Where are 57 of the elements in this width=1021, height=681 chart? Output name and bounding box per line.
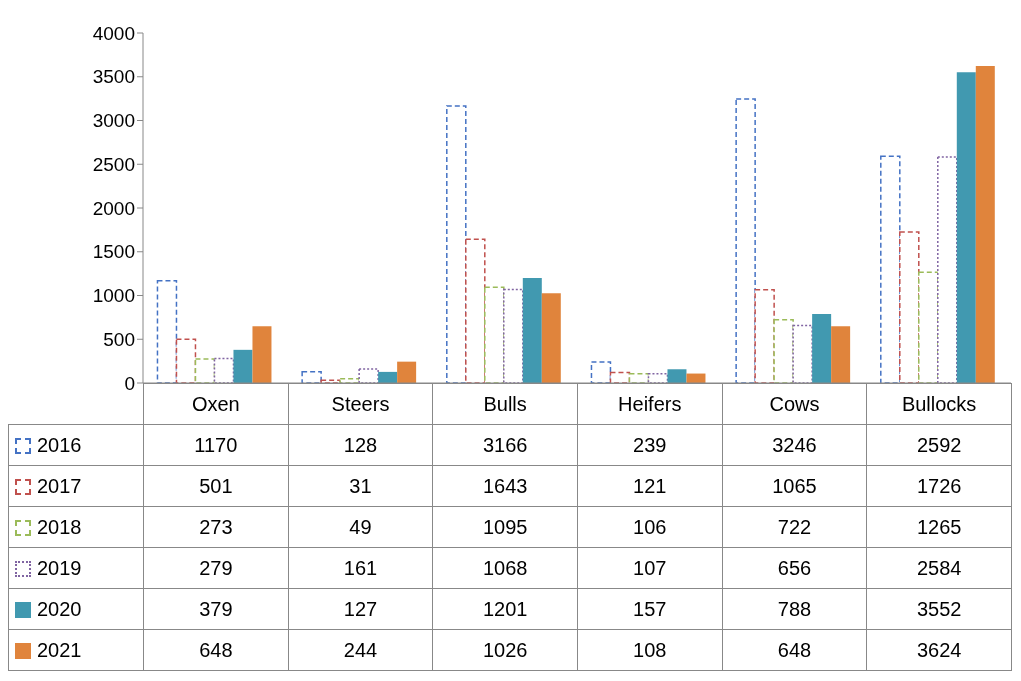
y-tick-label: 0 [124,372,135,394]
legend-label: 2021 [8,629,144,671]
y-tick-label: 500 [103,328,135,350]
data-label: 3246 [722,424,867,466]
data-label: 1170 [143,424,289,466]
data-label: 106 [577,506,723,548]
data-label: 31 [288,465,433,507]
legend-label: 2020 [8,588,144,630]
data-label: 1065 [722,465,867,507]
data-label: 648 [143,629,289,671]
legend-label: 2018 [8,506,144,548]
y-tick-label: 1000 [92,285,135,307]
x-tick-label: Oxen [143,383,289,425]
data-label: 49 [288,506,433,548]
data-label: 1726 [866,465,1012,507]
x-tick-label: Heifers [577,383,723,425]
data-label: 127 [288,588,433,630]
legend-label: 2016 [8,424,144,466]
data-label: 107 [577,547,723,589]
y-tick-label: 4000 [92,22,135,44]
x-tick-label: Cows [722,383,867,425]
data-label: 1095 [432,506,578,548]
data-label: 1068 [432,547,578,589]
data-label: 2584 [866,547,1012,589]
data-label: 108 [577,629,723,671]
data-label: 648 [722,629,867,671]
legend-label: 2019 [8,547,144,589]
data-label: 157 [577,588,723,630]
data-label: 161 [288,547,433,589]
data-label: 3166 [432,424,578,466]
y-tick-label: 2500 [92,153,135,175]
data-label: 788 [722,588,867,630]
y-tick-label: 1500 [92,241,135,263]
data-label: 379 [143,588,289,630]
data-label: 1201 [432,588,578,630]
data-label: 722 [722,506,867,548]
data-label: 3624 [866,629,1012,671]
data-label: 1643 [432,465,578,507]
legend-label: 2017 [8,465,144,507]
data-label: 1026 [432,629,578,671]
data-label: 239 [577,424,723,466]
y-tick-label: 2000 [92,197,135,219]
data-label: 273 [143,506,289,548]
data-label: 279 [143,547,289,589]
data-label: 128 [288,424,433,466]
x-tick-label: Bulls [432,383,578,425]
data-label: 1265 [866,506,1012,548]
y-tick-label: 3500 [92,66,135,88]
data-label: 121 [577,465,723,507]
data-label: 2592 [866,424,1012,466]
x-tick-label: Bullocks [866,383,1012,425]
data-label: 501 [143,465,289,507]
data-label: 656 [722,547,867,589]
data-label: 244 [288,629,433,671]
data-label: 3552 [866,588,1012,630]
x-tick-label: Steers [288,383,433,425]
y-tick-label: 3000 [92,110,135,132]
